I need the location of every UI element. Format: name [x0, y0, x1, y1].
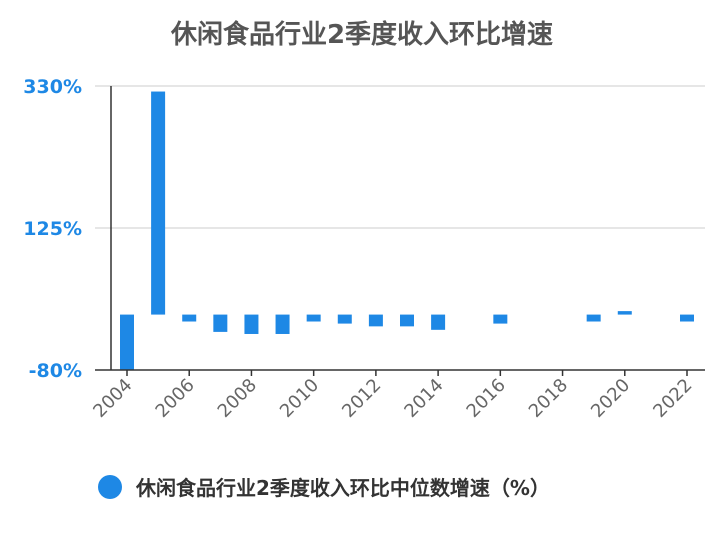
chart-title: 休闲食品行业2季度收入环比增速: [170, 20, 554, 50]
legend[interactable]: 休闲食品行业2季度收入环比中位数增速（%）: [98, 472, 550, 501]
legend-label: 休闲食品行业2季度收入环比中位数增速（%）: [136, 476, 550, 500]
x-tick-label: 2012: [338, 375, 385, 422]
bar: [151, 91, 166, 315]
y-tick-label: -80%: [29, 360, 82, 382]
x-tick-label: 2004: [89, 375, 136, 422]
x-tick-label: 2020: [587, 375, 634, 422]
y-tick-label: 125%: [23, 218, 82, 240]
bar: [400, 314, 414, 327]
bar: [213, 314, 228, 332]
bar: [182, 314, 197, 322]
bar: [244, 314, 259, 334]
bar: [337, 314, 352, 324]
x-tick-label: 2014: [400, 375, 447, 422]
bar: [617, 311, 632, 315]
bar: [275, 314, 290, 334]
bar: [368, 314, 383, 327]
bar: [431, 314, 446, 330]
axes: [95, 86, 705, 376]
x-tick-labels: 2004 2006 2008 2010 2012 2014 2016 2018 2020 2022: [89, 375, 696, 422]
bar: [586, 314, 601, 322]
y-tick-label: 330%: [23, 76, 82, 98]
bar: [680, 314, 694, 322]
legend-marker-icon: [98, 474, 122, 499]
x-tick-label: 2010: [276, 375, 323, 422]
x-tick-label: 2018: [525, 375, 572, 422]
bar: [493, 314, 508, 324]
bars: [120, 91, 694, 370]
y-tick-labels: -80% 125% 330%: [23, 76, 82, 382]
x-tick-label: 2008: [214, 375, 261, 422]
x-tick-label: 2022: [649, 375, 696, 422]
bar: [120, 314, 134, 370]
bar: [306, 314, 321, 322]
gridlines: [95, 85, 705, 229]
x-tick-label: 2016: [463, 375, 510, 422]
x-tick-label: 2006: [152, 375, 199, 422]
